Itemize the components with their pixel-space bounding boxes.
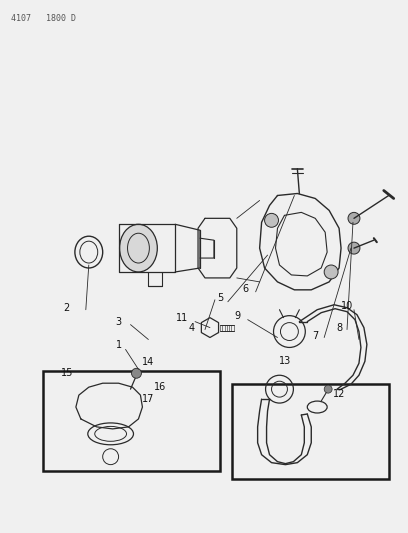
- Text: 15: 15: [61, 368, 73, 378]
- Circle shape: [348, 242, 360, 254]
- Bar: [43, 372, 220, 471]
- Text: 9: 9: [235, 311, 241, 321]
- Text: 3: 3: [115, 317, 122, 327]
- Ellipse shape: [120, 224, 157, 272]
- Text: 10: 10: [341, 301, 353, 311]
- Text: 7: 7: [312, 330, 318, 341]
- Circle shape: [264, 213, 279, 227]
- Text: 4107   1800 D: 4107 1800 D: [11, 14, 76, 23]
- Circle shape: [348, 212, 360, 224]
- Text: 17: 17: [142, 394, 155, 404]
- Text: 13: 13: [279, 357, 292, 366]
- Circle shape: [324, 385, 332, 393]
- Circle shape: [131, 368, 142, 378]
- Text: 12: 12: [333, 389, 345, 399]
- Text: 14: 14: [142, 357, 155, 367]
- Text: 2: 2: [63, 303, 69, 313]
- Text: 4: 4: [189, 322, 195, 333]
- Circle shape: [324, 265, 338, 279]
- Text: 11: 11: [176, 313, 188, 322]
- Text: 8: 8: [336, 322, 342, 333]
- Text: 16: 16: [154, 382, 166, 392]
- Text: 5: 5: [217, 293, 223, 303]
- Bar: [232, 384, 389, 479]
- Text: 6: 6: [243, 284, 249, 294]
- Text: 1: 1: [115, 341, 122, 351]
